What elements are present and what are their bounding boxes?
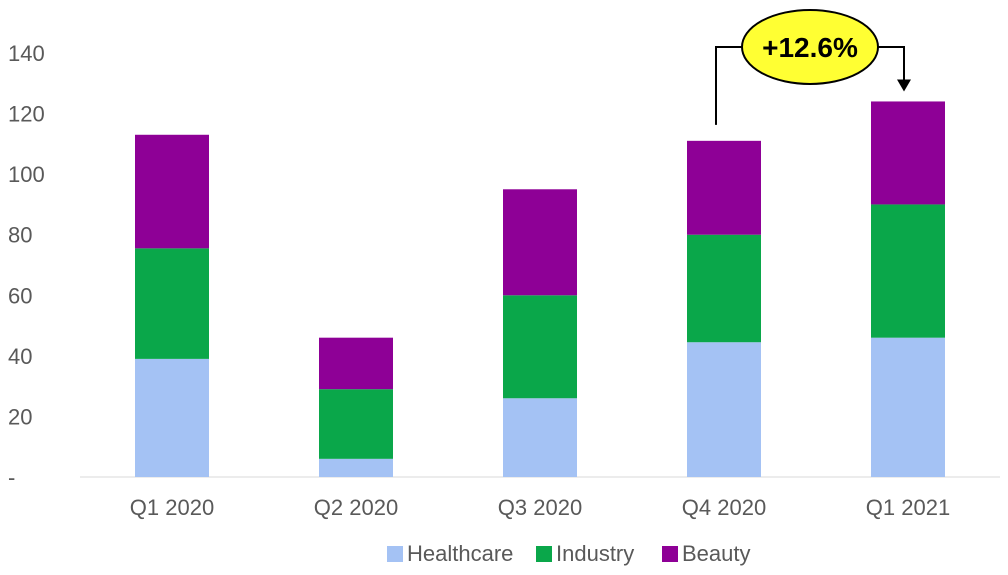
y-tick-label: 140 bbox=[8, 41, 45, 66]
legend-swatch-healthcare bbox=[387, 546, 403, 562]
y-tick-label: 100 bbox=[8, 162, 45, 187]
x-tick-label: Q3 2020 bbox=[498, 495, 582, 520]
legend: Healthcare Industry Beauty bbox=[387, 541, 751, 566]
y-tick-label: 120 bbox=[8, 102, 45, 127]
legend-swatch-beauty bbox=[662, 546, 678, 562]
bar-segment-industry bbox=[871, 204, 945, 338]
x-tick-label: Q1 2021 bbox=[866, 495, 950, 520]
y-tick-label: 80 bbox=[8, 223, 32, 248]
y-tick-label: 40 bbox=[8, 344, 32, 369]
bar-segment-industry bbox=[319, 389, 393, 459]
y-axis: - 20 40 60 80 100 120 140 bbox=[8, 41, 45, 490]
bar-segment-healthcare bbox=[687, 342, 761, 477]
growth-callout: +12.6% bbox=[715, 8, 911, 125]
bar-segment-beauty bbox=[319, 337, 393, 390]
bar-segment-beauty bbox=[871, 101, 945, 205]
legend-label-healthcare: Healthcare bbox=[407, 541, 513, 566]
x-axis: Q1 2020 Q2 2020 Q3 2020 Q4 2020 Q1 2021 bbox=[130, 495, 950, 520]
y-tick-label: 20 bbox=[8, 404, 32, 429]
bar-segment-industry bbox=[503, 295, 577, 399]
bar-segment-beauty bbox=[503, 189, 577, 296]
bar-segment-industry bbox=[135, 248, 209, 359]
bar-segment-beauty bbox=[135, 134, 209, 249]
x-tick-label: Q2 2020 bbox=[314, 495, 398, 520]
callout-arrowhead bbox=[897, 79, 911, 92]
y-tick-label: 60 bbox=[8, 283, 32, 308]
x-tick-label: Q4 2020 bbox=[682, 495, 766, 520]
legend-label-beauty: Beauty bbox=[682, 541, 751, 566]
bars bbox=[135, 101, 945, 477]
y-tick-label: - bbox=[8, 465, 15, 490]
bar-segment-healthcare bbox=[319, 458, 393, 477]
bar-segment-beauty bbox=[687, 140, 761, 235]
callout-label: +12.6% bbox=[762, 32, 858, 63]
bar-segment-healthcare bbox=[135, 358, 209, 477]
bar-segment-healthcare bbox=[503, 398, 577, 477]
legend-label-industry: Industry bbox=[556, 541, 634, 566]
callout-badge bbox=[741, 8, 879, 85]
legend-swatch-industry bbox=[536, 546, 552, 562]
bar-segment-healthcare bbox=[871, 337, 945, 477]
x-tick-label: Q1 2020 bbox=[130, 495, 214, 520]
bar-segment-industry bbox=[687, 234, 761, 343]
